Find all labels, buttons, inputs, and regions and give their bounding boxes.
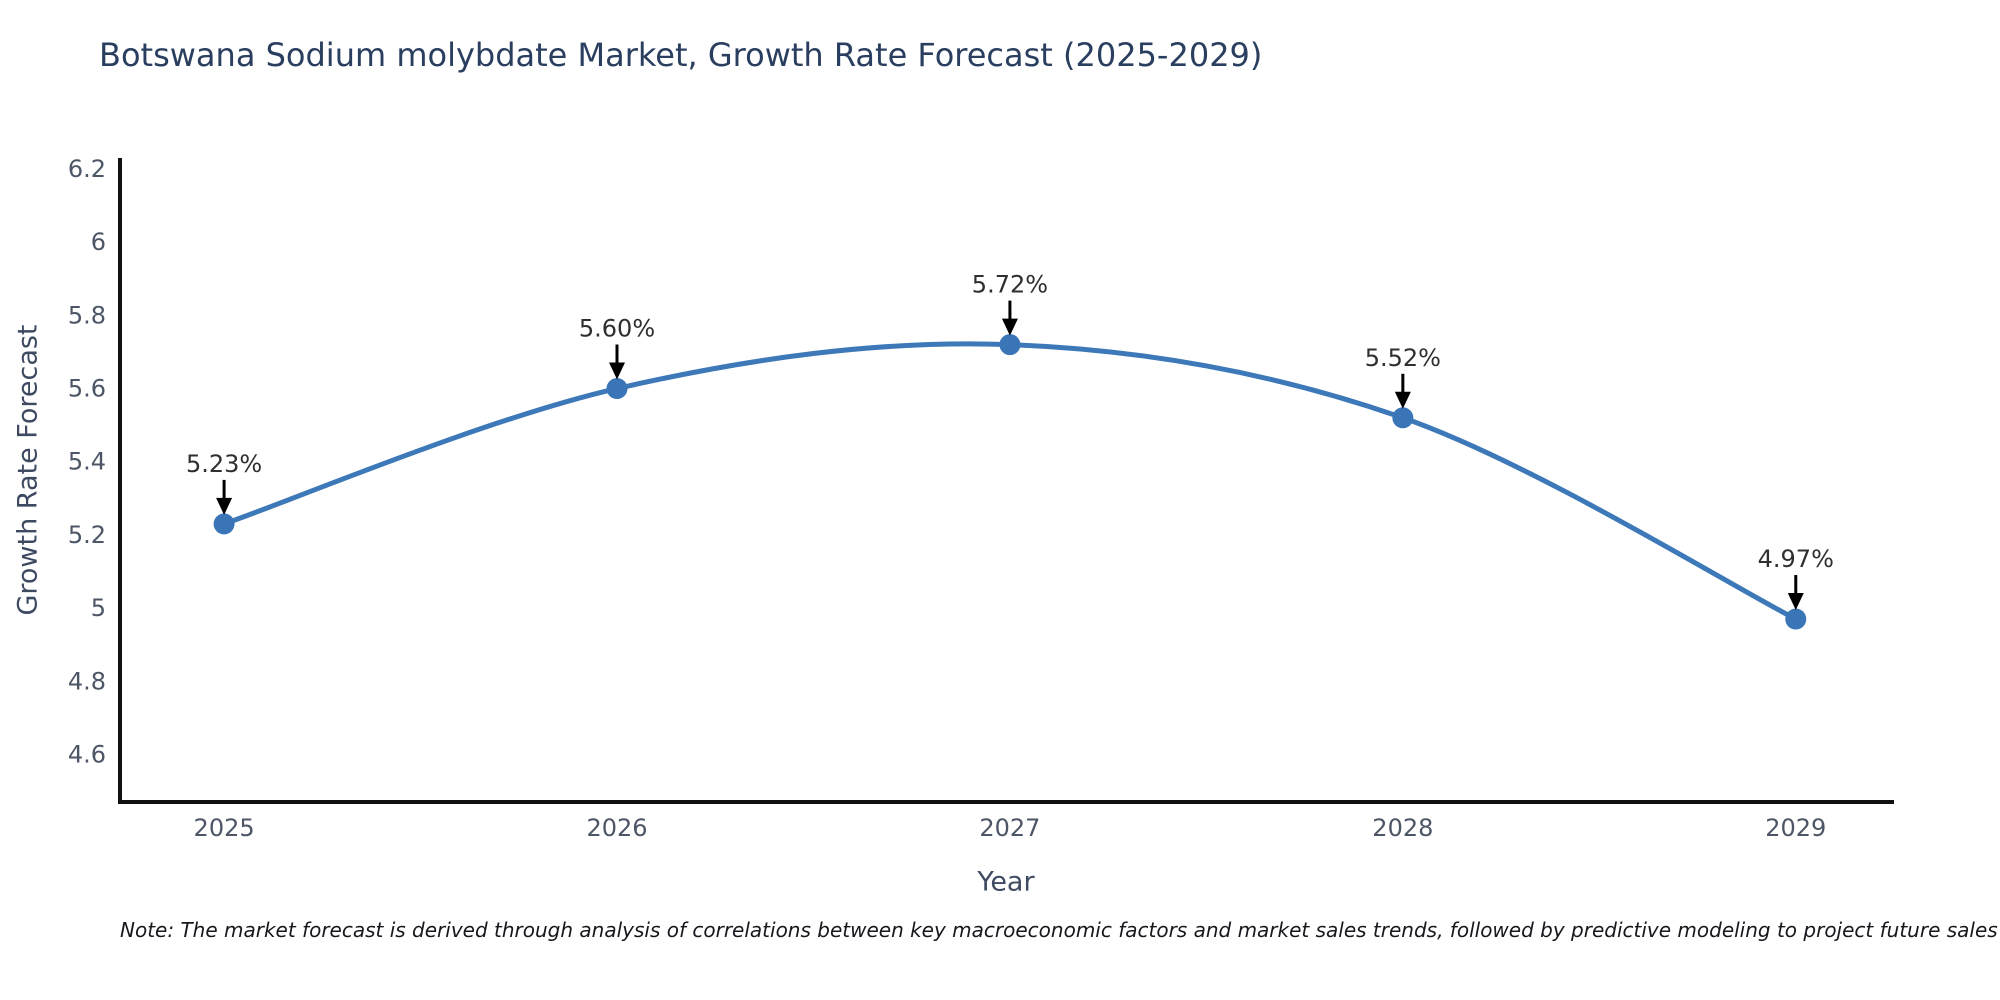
annotation-arrow-head xyxy=(1787,593,1804,611)
data-point xyxy=(999,334,1021,356)
annotation-arrow-head xyxy=(1394,391,1411,409)
data-point-label: 5.23% xyxy=(186,450,262,478)
y-tick-label: 5.6 xyxy=(68,375,106,403)
data-point xyxy=(1785,608,1807,630)
x-tick-label: 2026 xyxy=(586,814,647,842)
series-line xyxy=(221,341,1799,622)
y-tick-label: 4.6 xyxy=(68,740,106,768)
y-tick-label: 5.4 xyxy=(68,448,106,476)
y-tick-label: 4.8 xyxy=(68,667,106,695)
y-axis-title: Growth Rate Forecast xyxy=(12,324,44,616)
data-point xyxy=(213,513,235,535)
data-point-label: 5.52% xyxy=(1365,344,1441,372)
chart-title: Botswana Sodium molybdate Market, Growth… xyxy=(99,36,1263,74)
x-axis-title: Year xyxy=(977,866,1035,898)
y-tick-label: 6 xyxy=(91,228,106,256)
data-point xyxy=(606,378,628,400)
annotation-arrow-head xyxy=(216,497,233,515)
x-tick-label: 2029 xyxy=(1765,814,1826,842)
footnote: Note: The market forecast is derived thr… xyxy=(120,918,1998,942)
y-tick-label: 6.2 xyxy=(68,155,106,183)
x-tick-label: 2025 xyxy=(194,814,255,842)
data-point xyxy=(1392,407,1414,429)
x-tick-label: 2028 xyxy=(1372,814,1433,842)
y-tick-label: 5.8 xyxy=(68,301,106,329)
data-point-label: 5.72% xyxy=(972,271,1048,299)
y-tick-label: 5.2 xyxy=(68,521,106,549)
x-tick-label: 2027 xyxy=(979,814,1040,842)
data-point-label: 4.97% xyxy=(1758,545,1834,573)
annotation-arrow-head xyxy=(1001,318,1018,336)
annotation-arrow-head xyxy=(609,362,626,380)
y-tick-label: 5 xyxy=(91,594,106,622)
data-point-label: 5.60% xyxy=(579,315,655,343)
